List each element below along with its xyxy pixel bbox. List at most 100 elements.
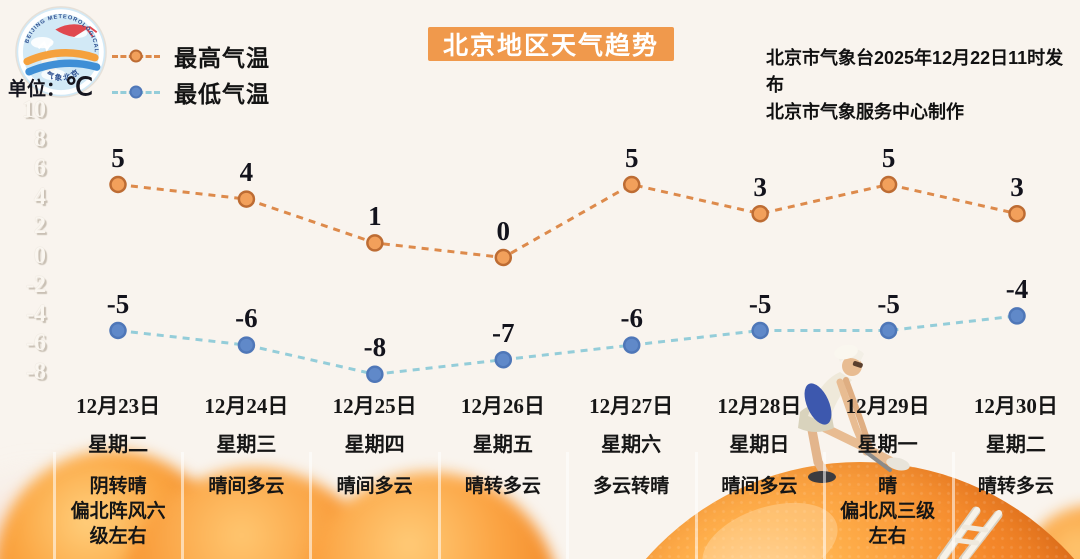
low-temp-marker: [237, 336, 256, 354]
column-separator-line: [437, 452, 441, 559]
column-separator-line: [180, 452, 184, 559]
low-temp-marker: [879, 321, 898, 340]
low-temp-value: -6: [620, 303, 643, 334]
date-label: 12月26日: [460, 394, 545, 418]
high-temp-value: 1: [368, 200, 382, 231]
y-axis-tick: -6: [26, 330, 46, 357]
y-axis-tick: -4: [26, 300, 46, 327]
low-temp-value: -7: [492, 317, 515, 348]
high-temp-marker: [879, 175, 898, 194]
weather-condition-label: 多云转晴: [593, 476, 670, 497]
low-temp-value: -6: [235, 303, 258, 334]
page-title: 北京地区天气趋势: [428, 27, 675, 61]
high-temp-value: 4: [239, 157, 254, 188]
date-label: 12月27日: [589, 394, 674, 418]
weather-condition-label: 晴偏北风三级 左右: [840, 476, 936, 547]
chart-legend: 最高气温 最低气温: [112, 38, 270, 110]
forecast-day-column: 12月26日 星期五晴转多云: [439, 392, 567, 549]
weekday-label: 星期六: [601, 434, 662, 456]
date-label: 12月25日: [332, 394, 417, 418]
y-axis-tick: 0: [34, 242, 46, 269]
high-temp-value: 5: [624, 142, 639, 173]
y-axis-tick: -8: [26, 359, 46, 386]
weather-condition-label: 晴间多云: [336, 476, 413, 497]
date-label: 12月30日: [973, 394, 1058, 418]
high-temp-value: 5: [111, 142, 125, 173]
high-temp-marker: [494, 248, 513, 267]
weekday-label: 星期四: [344, 434, 405, 456]
legend-label: 最低气温: [174, 81, 270, 107]
column-separator-line: [52, 452, 56, 559]
weather-condition-label: 晴间多云: [208, 476, 285, 497]
weekday-label: 星期五: [472, 434, 533, 456]
forecast-day-column: 12月29日 星期一晴偏北风三级 左右: [824, 392, 952, 549]
low-temp-marker: [622, 336, 641, 354]
column-separator-line: [951, 452, 955, 559]
forecast-day-column: 12月27日 星期六多云转晴: [567, 392, 695, 549]
weekday-label: 星期三: [216, 434, 277, 456]
high-temp-marker: [1008, 204, 1026, 223]
weekday-label: 星期日: [729, 434, 790, 456]
publisher-info: 北京市气象台2025年12月22日11时发布 北京市气象服务中心制作: [766, 45, 1080, 126]
y-axis-tick: 8: [34, 125, 46, 152]
date-label: 12月23日: [76, 394, 161, 418]
weather-condition-label: 晴转多云: [464, 476, 541, 497]
forecast-day-column: 12月28日 星期日晴间多云: [695, 392, 823, 549]
low-temp-line: [117, 314, 1018, 376]
high-temp-marker: [622, 175, 641, 194]
y-axis-tick: 2: [34, 213, 46, 240]
high-temp-value: 3: [753, 171, 767, 202]
low-temp-value: -4: [1005, 273, 1029, 304]
producer-line: 北京市气象服务中心制作: [766, 102, 964, 122]
low-temp-value: -8: [363, 332, 387, 363]
legend-label: 最高气温: [174, 45, 270, 71]
y-axis-tick: 6: [34, 154, 46, 181]
date-label: 12月29日: [845, 394, 930, 418]
low-temp-marker: [109, 321, 127, 340]
low-temp-marker-icon: [112, 84, 160, 100]
low-temp-marker: [751, 321, 769, 340]
low-temp-marker: [366, 365, 384, 384]
weather-condition-label: 晴转多云: [977, 476, 1054, 497]
legend-item-high-temp: 最高气温: [112, 38, 270, 74]
low-temp-value: -5: [748, 288, 772, 319]
high-temp-value: 0: [496, 215, 511, 246]
low-temp-value: -5: [877, 288, 900, 319]
forecast-day-columns: 12月23日 星期二 阴转晴 偏北阵风六 级左右 12月24日 星期三 晴间多云 12月25日星…: [54, 392, 1080, 549]
forecast-day-column: 12月25日 星期四晴间多云: [311, 392, 439, 549]
high-temp-marker: [237, 190, 256, 208]
forecast-day-column: 12月24日 星期三晴间多云: [182, 392, 310, 549]
column-separator-line: [823, 452, 827, 559]
high-temp-value: 5: [881, 142, 896, 173]
high-temp-marker-icon: [112, 48, 160, 64]
high-temp-marker: [109, 175, 127, 194]
column-separator-line: [309, 452, 313, 559]
high-temp-value: 3: [1010, 171, 1024, 202]
y-axis-tick: -2: [26, 271, 46, 298]
y-axis-tick: 10: [22, 96, 46, 123]
weather-condition-label: 阴转晴 偏北阵风六 级左右: [70, 476, 166, 547]
weekday-label: 星期一: [857, 434, 918, 456]
low-temp-marker: [494, 350, 513, 369]
low-temp-marker: [1008, 307, 1026, 325]
meteorological-service-logo: BEIJING METEOROLOGICAL SERVICE 气象北京: [14, 5, 107, 98]
weekday-label: 星期二: [985, 434, 1046, 456]
date-label: 12月24日: [204, 394, 289, 418]
high-temp-line: [117, 182, 1018, 260]
unit-label: 单位：℃: [8, 74, 94, 101]
date-label: 12月28日: [717, 394, 802, 418]
high-temp-marker: [751, 204, 769, 223]
low-temp-value: -5: [106, 288, 130, 319]
forecast-day-column: 12月30日 星期二晴转多云: [952, 392, 1080, 549]
weekday-label: 星期二: [88, 434, 149, 456]
publish-time-line: 北京市气象台2025年12月22日11时发布: [766, 48, 1064, 95]
legend-item-low-temp: 最低气温: [112, 74, 270, 110]
forecast-day-column: 12月23日 星期二阴转晴 偏北阵风六 级左右: [54, 392, 182, 549]
weather-condition-label: 晴间多云: [721, 476, 798, 497]
celsius-symbol: ℃: [65, 74, 94, 101]
column-separator-line: [694, 452, 698, 559]
column-separator-line: [566, 452, 570, 559]
y-axis-tick: 4: [34, 184, 46, 211]
